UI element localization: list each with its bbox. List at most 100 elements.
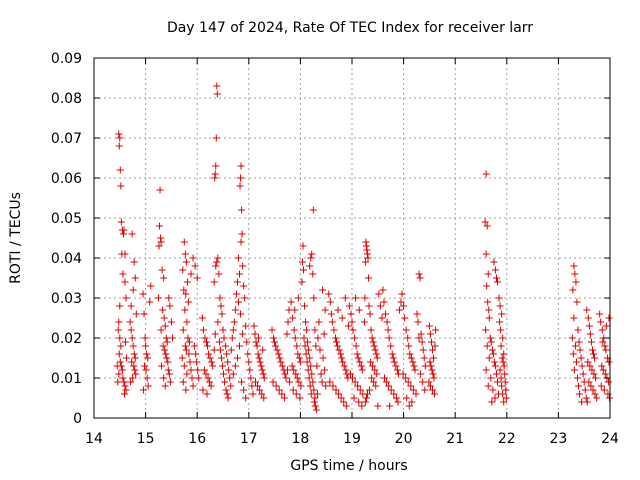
data-point [590, 370, 598, 378]
data-point [165, 370, 173, 378]
data-point [417, 370, 425, 378]
data-point [572, 358, 580, 366]
data-point [405, 342, 413, 350]
data-point [366, 386, 374, 394]
data-point [224, 394, 232, 402]
data-point [321, 306, 329, 314]
data-point [181, 250, 189, 258]
data-point [236, 342, 244, 350]
data-point [425, 378, 433, 386]
data-point [600, 386, 608, 394]
data-point [430, 354, 438, 362]
data-point [259, 370, 267, 378]
data-point [313, 390, 321, 398]
data-point [295, 378, 303, 386]
data-point [370, 378, 378, 386]
data-point [115, 370, 123, 378]
data-point [361, 294, 369, 302]
data-point [230, 318, 238, 326]
data-point [312, 342, 320, 350]
x-tick-label: 22 [498, 431, 516, 447]
data-point [382, 310, 390, 318]
data-point [605, 394, 613, 402]
data-point [591, 390, 599, 398]
data-point [486, 334, 494, 342]
data-point [272, 382, 280, 390]
data-point [576, 390, 584, 398]
data-point [210, 278, 218, 286]
data-point [341, 294, 349, 302]
data-point [599, 338, 607, 346]
data-point [370, 342, 378, 350]
data-point [482, 326, 490, 334]
data-point [302, 318, 310, 326]
data-point [277, 358, 285, 366]
data-point [113, 362, 121, 370]
data-point [228, 334, 236, 342]
data-point [278, 362, 286, 370]
data-point [303, 358, 311, 366]
data-point [404, 334, 412, 342]
data-point [483, 342, 491, 350]
data-point [244, 350, 252, 358]
data-point [394, 398, 402, 406]
data-point [287, 298, 295, 306]
data-point [363, 250, 371, 258]
data-point [161, 322, 169, 330]
data-point [223, 390, 231, 398]
data-point [371, 366, 379, 374]
data-point [349, 374, 357, 382]
data-point [308, 250, 316, 258]
data-point [182, 258, 190, 266]
data-point [371, 346, 379, 354]
data-point [225, 366, 233, 374]
data-point [491, 266, 499, 274]
data-point [602, 346, 610, 354]
data-point [236, 182, 244, 190]
data-point [310, 398, 318, 406]
data-point [191, 262, 199, 270]
data-point [181, 342, 189, 350]
data-point [317, 370, 325, 378]
data-point [588, 346, 596, 354]
data-point [342, 366, 350, 374]
data-point [280, 394, 288, 402]
data-point [191, 342, 199, 350]
data-point [319, 354, 327, 362]
data-point [367, 326, 375, 334]
data-point [316, 346, 324, 354]
data-point [427, 362, 435, 370]
data-point [209, 362, 217, 370]
data-point [206, 378, 214, 386]
data-point [281, 370, 289, 378]
data-point [414, 318, 422, 326]
data-point [256, 386, 264, 394]
data-point [419, 346, 427, 354]
data-point [425, 322, 433, 330]
data-point [364, 254, 372, 262]
data-point [308, 370, 316, 378]
data-point [129, 342, 137, 350]
data-point [409, 358, 417, 366]
data-point [246, 366, 254, 374]
data-point [203, 390, 211, 398]
data-point [292, 370, 300, 378]
data-point [218, 310, 226, 318]
data-point [144, 382, 152, 390]
data-point [130, 362, 138, 370]
data-point [218, 362, 226, 370]
data-point [496, 318, 504, 326]
data-point [276, 354, 284, 362]
data-point [326, 298, 334, 306]
data-point [405, 402, 413, 410]
data-point [589, 386, 597, 394]
data-point [289, 314, 297, 322]
data-point [328, 318, 336, 326]
data-point [502, 394, 510, 402]
data-point [129, 374, 137, 382]
data-point [115, 318, 123, 326]
data-point [143, 374, 151, 382]
data-point [569, 350, 577, 358]
data-point [114, 378, 122, 386]
data-point [484, 382, 492, 390]
